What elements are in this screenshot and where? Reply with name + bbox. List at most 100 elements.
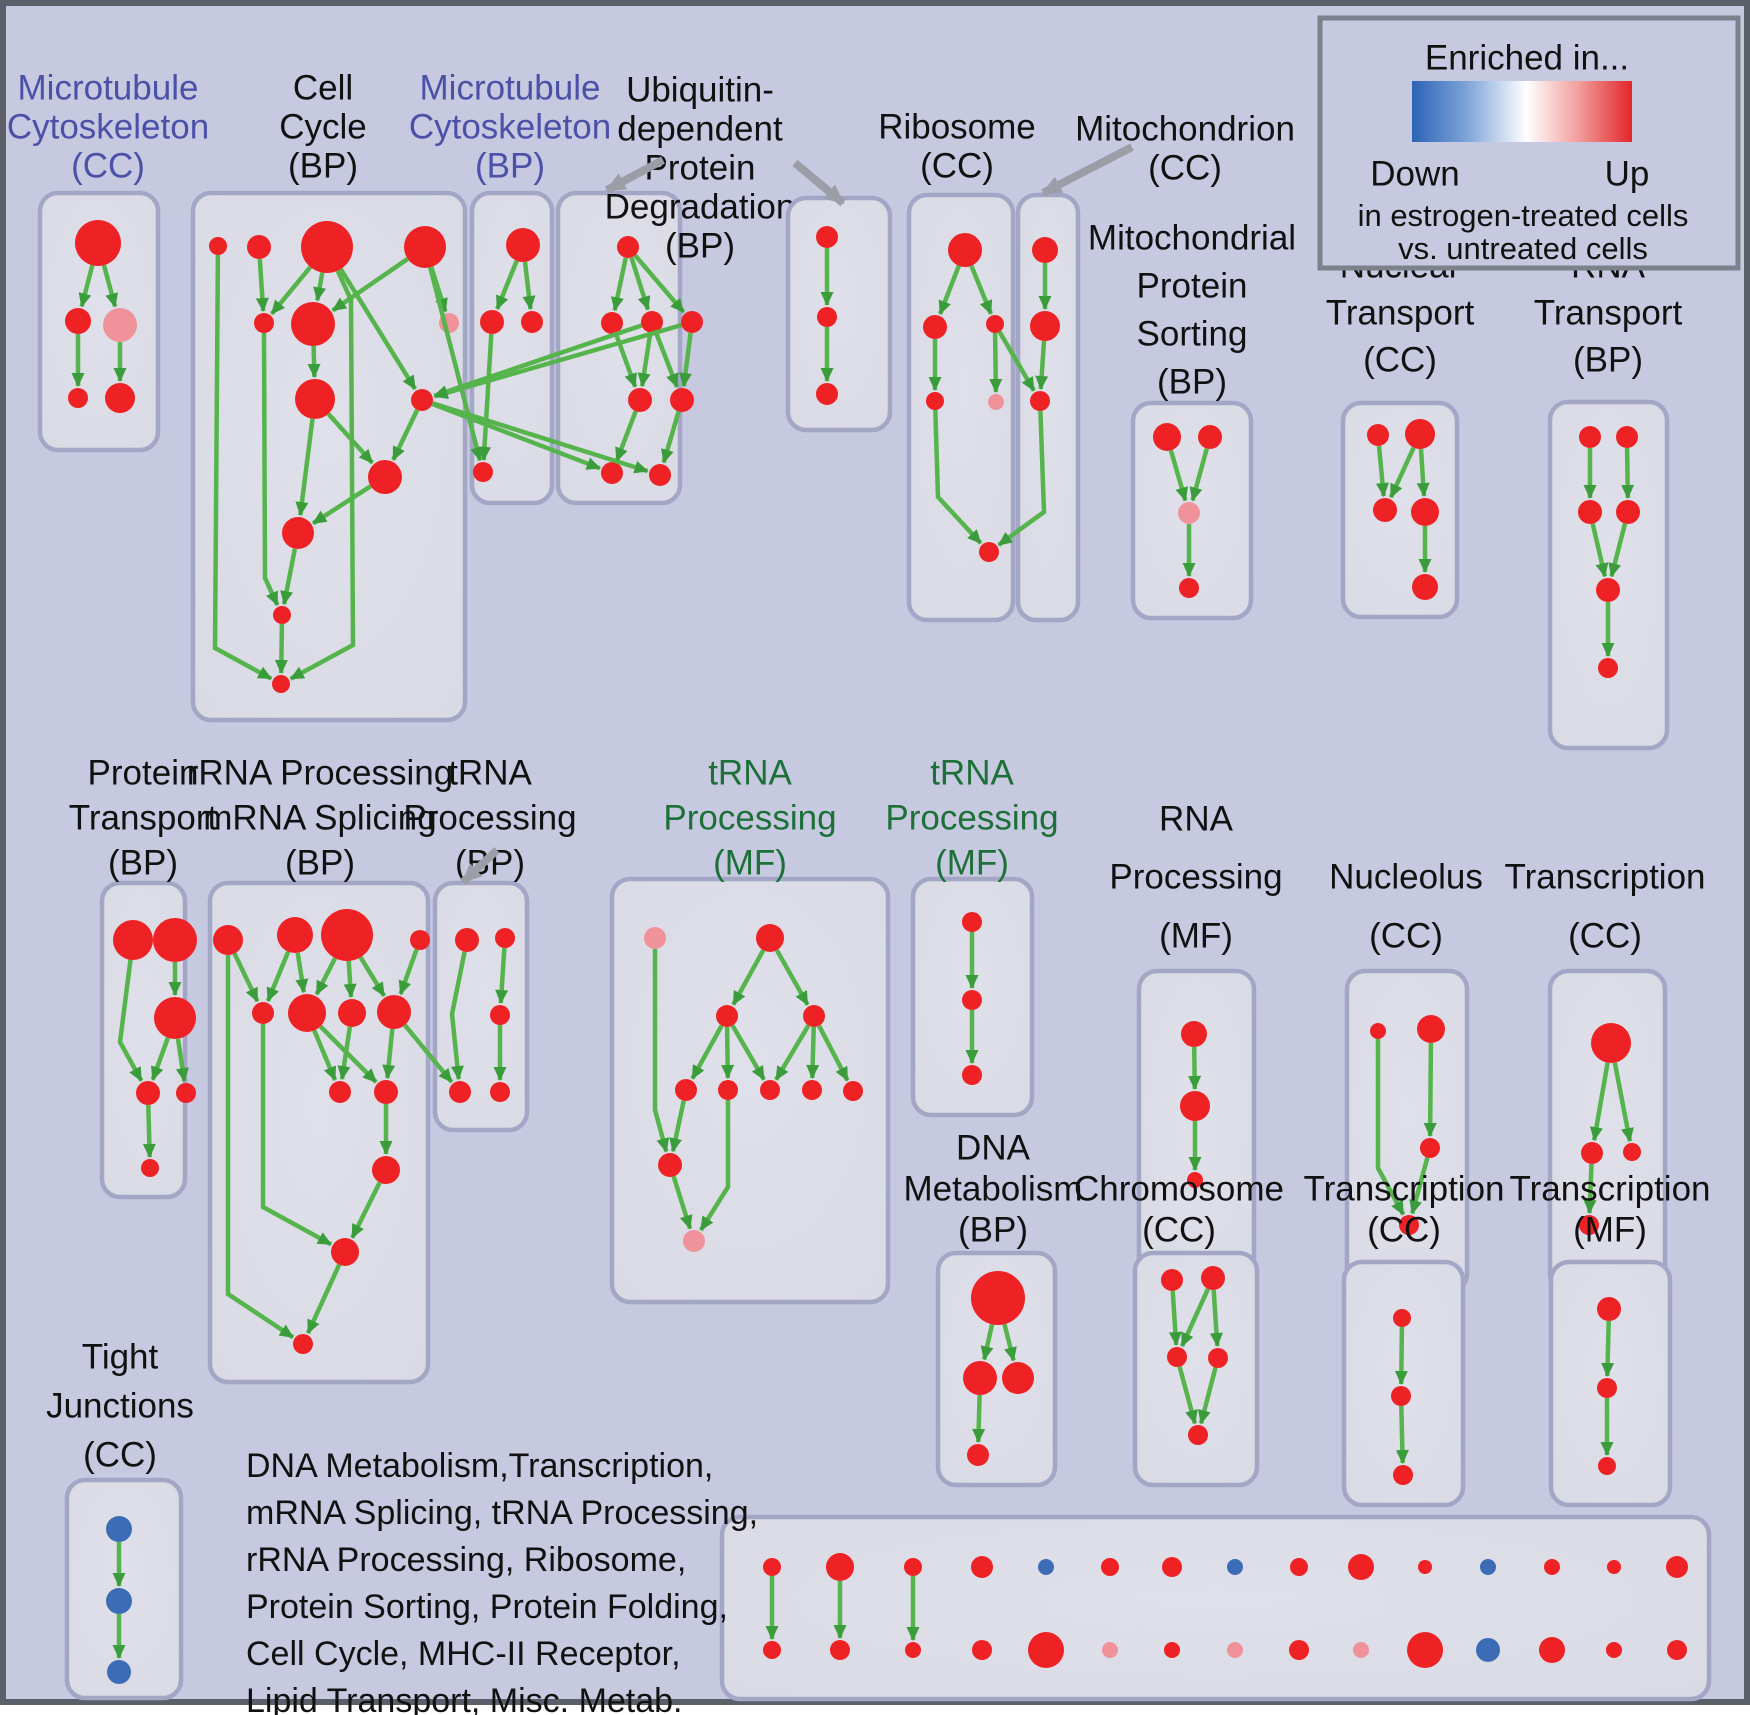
ubiquitin-degradation-second-box-node-1 — [817, 307, 837, 327]
nucleolus-cc-node-1 — [1417, 1015, 1445, 1043]
edge-arrow — [989, 332, 1003, 393]
dna-metabolism-bp-label-line2: Metabolism — [904, 1169, 1083, 1208]
edge-arrow — [1177, 1366, 1198, 1425]
rrna-processing-mrna-splicing-bp-node-7 — [377, 995, 411, 1029]
protein-transport-bp-node-0 — [113, 920, 153, 960]
protein-transport-bp-node-1 — [153, 918, 197, 962]
edge-arrow — [428, 266, 484, 462]
edge-arrow — [522, 261, 536, 311]
rna-transport-bp-box — [1547, 399, 1670, 751]
edge-arrow — [255, 258, 269, 312]
trna-processing-bp-node-0 — [455, 928, 479, 952]
transcription-cc-row2-node-1 — [1581, 1142, 1603, 1164]
edge-arrow — [433, 323, 643, 398]
misc-terms-box-node-26 — [1476, 1638, 1500, 1662]
cell-cycle-bp-node-0 — [209, 237, 227, 255]
transcription-mf-node-2 — [1598, 1457, 1616, 1475]
edge-arrow — [1189, 448, 1209, 502]
trna-processing-bp-label-line1: tRNA — [448, 753, 532, 792]
edge-arrow — [1416, 448, 1430, 497]
protein-transport-bp-label-line3: (BP) — [108, 843, 178, 882]
misc-terms-box-node-11 — [1480, 1559, 1496, 1575]
rna-processing-mf-node-1 — [1180, 1091, 1210, 1121]
nuclear-transport-cc-node-1 — [1405, 419, 1435, 449]
misc-terms-box-node-25 — [1407, 1632, 1443, 1668]
edge-arrow — [933, 409, 983, 545]
edge-arrow — [431, 401, 649, 474]
misc-terms-box-node-16 — [830, 1640, 850, 1660]
edge-arrow — [343, 960, 357, 998]
misc-terms-box-node-22 — [1227, 1642, 1243, 1658]
cell-cycle-bp-label-line2: Cycle — [279, 107, 367, 146]
rrna-processing-mrna-splicing-bp-node-2 — [321, 909, 373, 961]
trna-processing-mf-small-label-line1: tRNA — [930, 753, 1014, 792]
trna-processing-mf-large-node-1 — [756, 924, 784, 952]
trna-processing-bp-label-line2: Processing — [403, 798, 576, 837]
edge-arrow — [679, 332, 693, 388]
tight-junctions-cc-label-line3: (CC) — [83, 1435, 157, 1474]
ribosome-cc-label-line1: Ribosome — [878, 107, 1036, 146]
trna-processing-bp-node-2 — [490, 1005, 510, 1025]
rrna-processing-mrna-splicing-bp-label-line3: (BP) — [285, 843, 355, 882]
trna-processing-mf-small-label-line3: (MF) — [935, 843, 1009, 882]
chromosome-cc-node-1 — [1201, 1266, 1225, 1290]
trna-processing-bp-node-4 — [490, 1082, 510, 1102]
edge-arrow — [1188, 1046, 1202, 1090]
edge-arrow — [318, 1024, 378, 1084]
misc-terms-line-1: DNA Metabolism,Transcription, — [246, 1447, 713, 1485]
edge-arrow — [269, 265, 313, 316]
tight-junctions-cc-node-1 — [106, 1588, 132, 1614]
ribosome-cc-label-line2: (CC) — [920, 146, 994, 185]
rna-processing-mf-node-0 — [1181, 1021, 1207, 1047]
edge-arrow — [661, 410, 681, 464]
edge-arrow — [311, 484, 372, 526]
microtubule-cytoskeleton-bp-label-line1: Microtubule — [420, 68, 601, 107]
misc-terms-line-4: Protein Sorting, Protein Folding, — [246, 1588, 728, 1626]
trna-processing-mf-small-node-1 — [962, 990, 982, 1010]
edge-arrow — [1376, 445, 1389, 498]
edge-arrow — [175, 1038, 189, 1083]
ribosome-cc-node-1 — [923, 315, 947, 339]
ubiquitin-dependent-protein-degradation-bp-label-line5: (BP) — [665, 226, 735, 265]
ubiquitin-dependent-protein-degradation-bp-node-3 — [681, 311, 703, 333]
misc-terms-box-node-28 — [1606, 1642, 1622, 1658]
legend-title: Enriched in... — [1425, 38, 1629, 77]
nucleolus-cc-label-line2: (CC) — [1369, 916, 1443, 955]
edge-arrow — [1409, 1157, 1430, 1215]
rrna-processing-mrna-splicing-bp-node-11 — [331, 1238, 359, 1266]
edge-arrow — [633, 253, 686, 314]
mitochondrion-cc-node-0 — [1032, 237, 1058, 263]
protein-transport-bp-node-2 — [154, 997, 196, 1039]
legend-gradient-bar — [1412, 81, 1632, 142]
transcription-mf-label-line2: (MF) — [1573, 1210, 1647, 1249]
ribosome-cc-node-5 — [979, 542, 999, 562]
microtubule-cytoskeleton-bp-label-line3: (BP) — [475, 146, 545, 185]
cell-cycle-bp-node-3 — [404, 226, 446, 268]
cell-cycle-bp-node-9 — [368, 460, 402, 494]
cell-cycle-bp-node-1 — [247, 235, 271, 259]
rna-transport-bp-label-line2: Transport — [1534, 293, 1683, 332]
misc-terms-line-3: rRNA Processing, Ribosome, — [246, 1541, 686, 1579]
trna-processing-mf-large-node-6 — [760, 1080, 780, 1100]
microtubule-cytoskeleton-cc-label-line2: Cytoskeleton — [7, 107, 209, 146]
chromosome-cc-node-4 — [1188, 1425, 1208, 1445]
misc-terms-box-node-24 — [1353, 1642, 1369, 1658]
protein-transport-bp-label-line2: Transport — [69, 798, 218, 837]
edge-arrow — [78, 264, 95, 308]
cluster-rna-processing-mf: RNA Processing (MF) — [1109, 799, 1283, 1295]
legend: Enriched in... Down Up in estrogen-treated … — [1317, 15, 1741, 271]
protein-transport-bp-label-line1: Protein — [88, 753, 199, 792]
trna-processing-mf-small-node-2 — [962, 1065, 982, 1085]
microtubule-cytoskeleton-bp-label-line2: Cytoskeleton — [409, 107, 611, 146]
misc-terms-box-node-7 — [1227, 1559, 1243, 1575]
edge-arrow — [350, 1181, 382, 1239]
edge-arrow — [274, 623, 288, 674]
edge-arrow — [1375, 1039, 1406, 1216]
edge-arrow — [614, 410, 638, 462]
edge-arrow — [312, 1029, 338, 1081]
microtubule-cytoskeleton-cc-node-4 — [105, 383, 135, 413]
misc-terms-box-node-20 — [1102, 1642, 1118, 1658]
misc-terms-box-node-10 — [1418, 1560, 1432, 1574]
misc-terms-box-node-14 — [1666, 1556, 1688, 1578]
